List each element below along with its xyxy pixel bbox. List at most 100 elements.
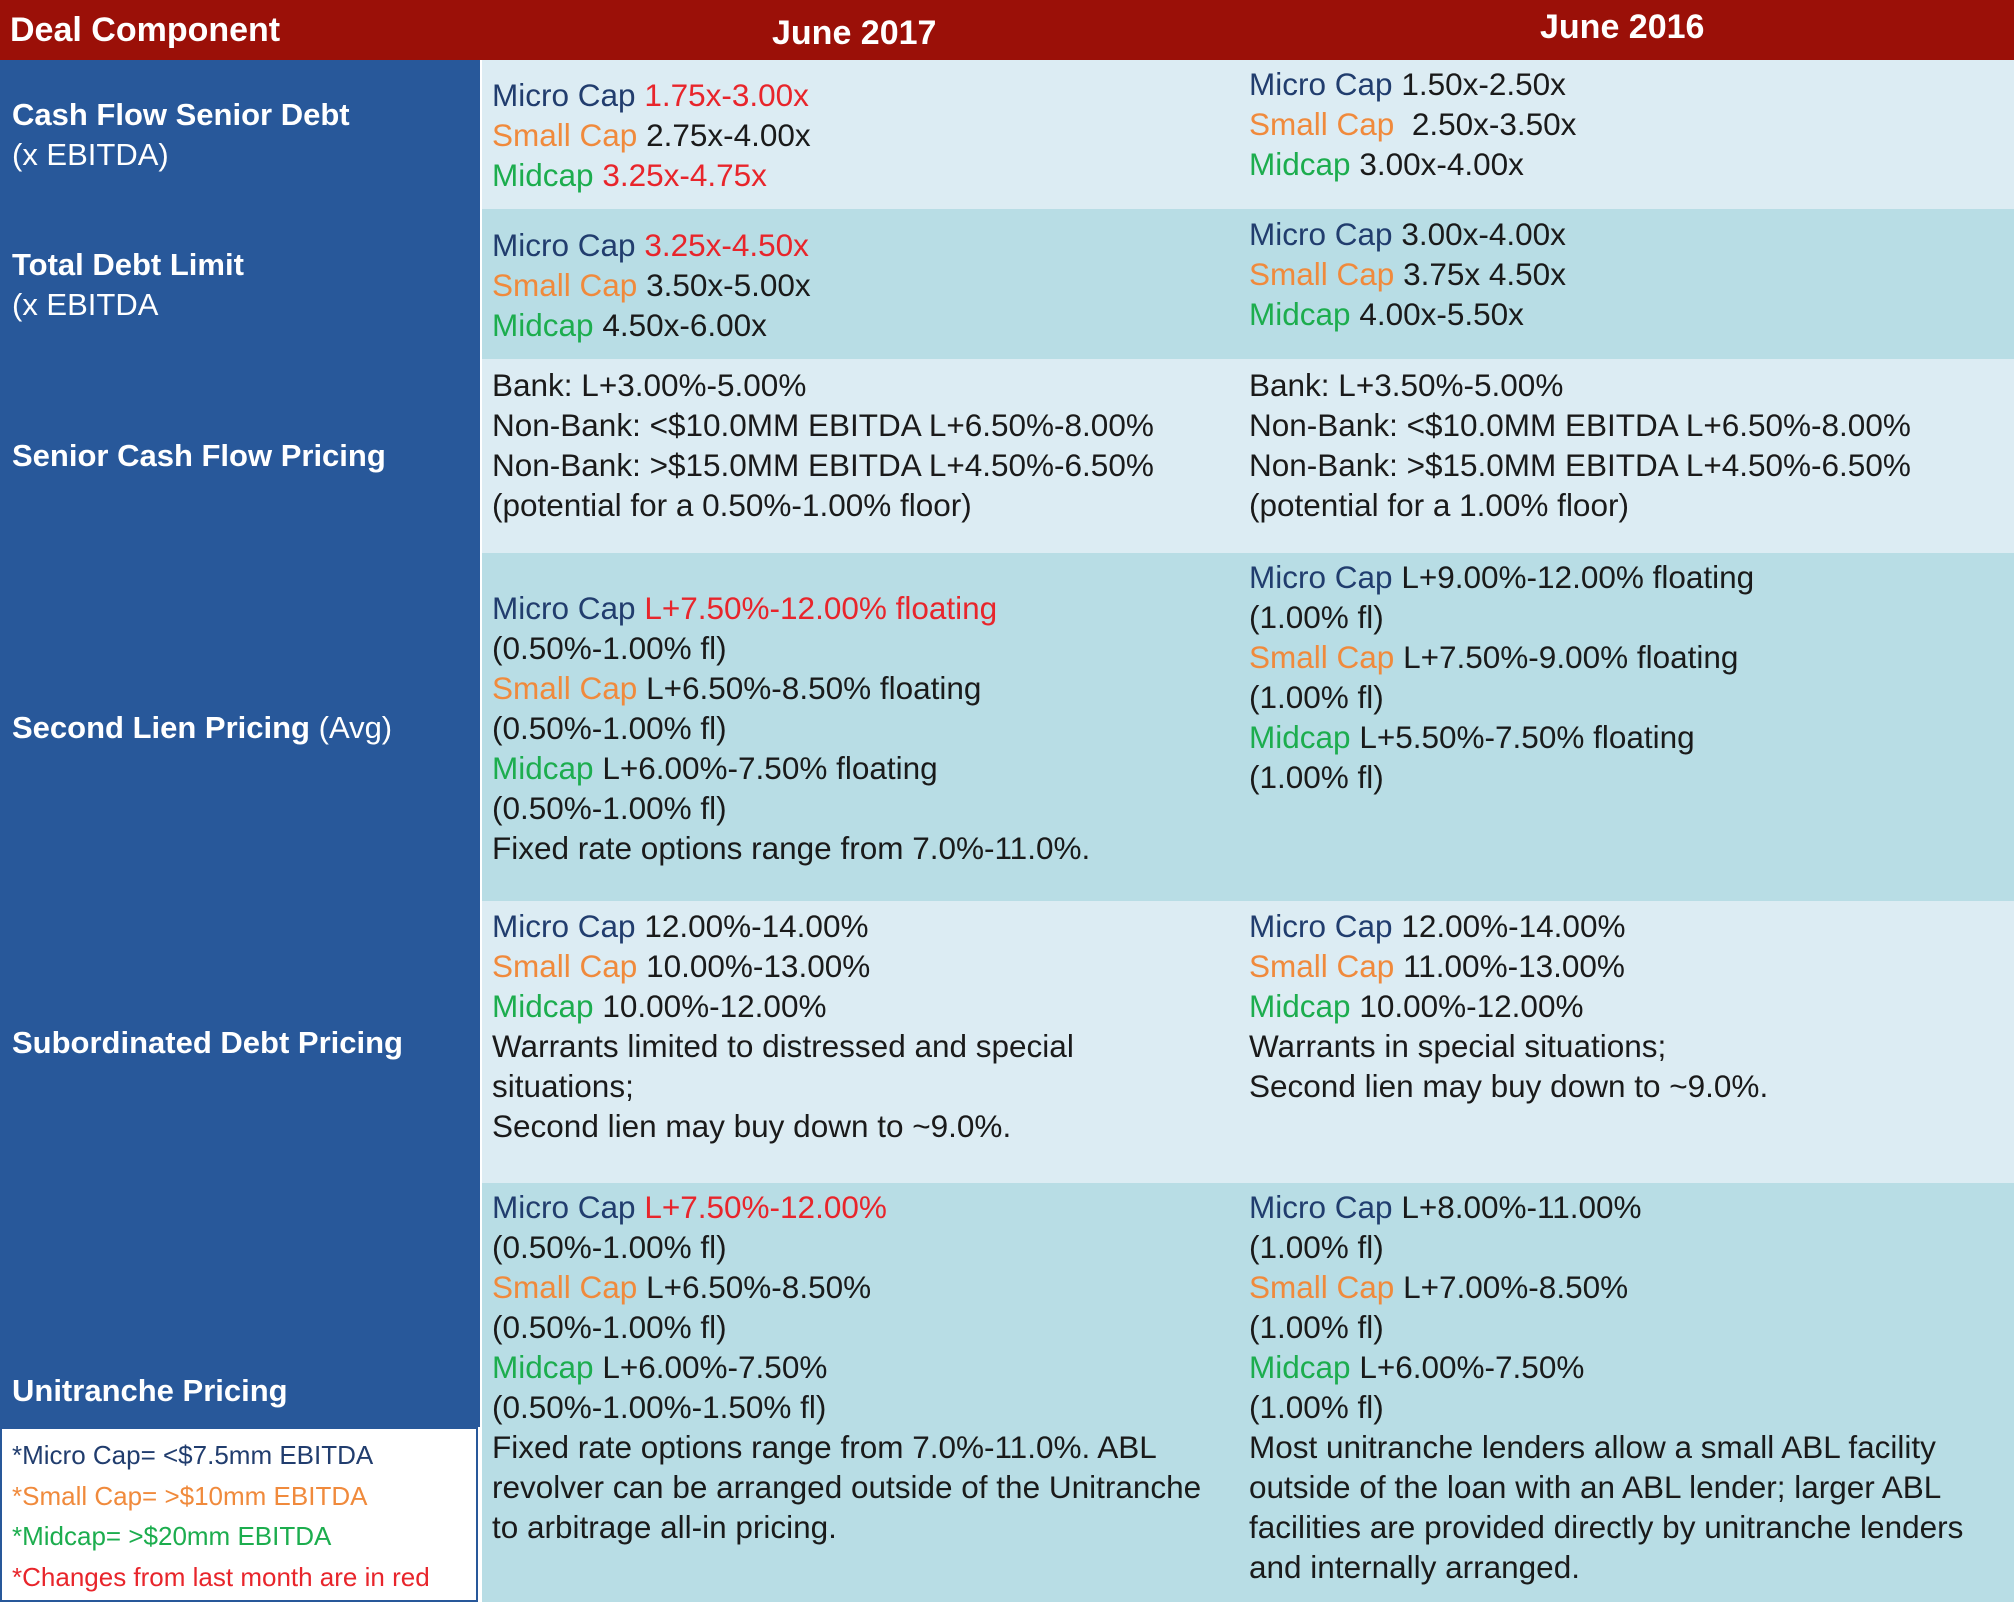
value-small: 3.50x-5.00x bbox=[646, 267, 811, 303]
tier-mid: Midcap bbox=[492, 1349, 594, 1385]
value-mid: L+5.50%-7.50% floating bbox=[1359, 719, 1695, 755]
label-second-lien-pricing-avg: (Avg) bbox=[318, 710, 393, 745]
value-small: 10.00%-13.00% bbox=[646, 948, 871, 984]
label-total-debt-limit-unit: (x EBITDA bbox=[12, 287, 159, 322]
note-abl-revolver: revolver can be arranged outside of the … bbox=[492, 1469, 1202, 1505]
line-non-bank-low: Non-Bank: <$10.0MM EBITDA L+6.50%-8.00% bbox=[492, 407, 1154, 443]
legend-micro-cap: *Micro Cap= <$7.5mm EBITDA bbox=[12, 1440, 374, 1470]
value-micro: 3.25x-4.50x bbox=[644, 227, 809, 263]
label-total-debt-limit-title: Total Debt Limit bbox=[12, 247, 244, 282]
value-mid: 10.00%-12.00% bbox=[602, 988, 827, 1024]
legend-changes-note: *Changes from last month are in red bbox=[12, 1561, 430, 1592]
value-mid: 4.50x-6.00x bbox=[602, 307, 767, 343]
tier-small: Small Cap bbox=[492, 670, 638, 706]
header-june-2016: June 2016 bbox=[1540, 8, 1705, 46]
value-mid: L+6.00%-7.50% bbox=[602, 1349, 828, 1385]
value-micro: 1.75x-3.00x bbox=[644, 77, 809, 113]
value-micro: 1.50x-2.50x bbox=[1401, 66, 1566, 102]
label-second-lien-pricing-title: Second Lien Pricing bbox=[12, 710, 310, 745]
value-micro: L+9.00%-12.00% floating bbox=[1401, 559, 1755, 595]
line-floor: (potential for a 0.50%-1.00% floor) bbox=[492, 487, 972, 523]
tier-micro: Micro Cap bbox=[1249, 559, 1393, 595]
line-non-bank-low: Non-Bank: <$10.0MM EBITDA L+6.50%-8.00% bbox=[1249, 407, 1911, 443]
deal-component-column bbox=[0, 60, 482, 1427]
cell-cash-flow-2016: Micro Cap 1.50x-2.50x Small Cap 2.50x-3.… bbox=[1249, 64, 1576, 184]
row-second-lien-pricing bbox=[482, 553, 2014, 901]
floor-micro: (1.00% fl) bbox=[1249, 599, 1384, 635]
value-mid: 4.00x-5.50x bbox=[1359, 296, 1524, 332]
tier-small: Small Cap bbox=[492, 948, 638, 984]
label-subordinated-debt-pricing-title: Subordinated Debt Pricing bbox=[12, 1025, 403, 1060]
note-warrants: Warrants in special situations; bbox=[1249, 1028, 1667, 1064]
value-small: L+7.50%-9.00% floating bbox=[1403, 639, 1739, 675]
tier-mid: Midcap bbox=[492, 750, 594, 786]
tier-small: Small Cap bbox=[1249, 1269, 1395, 1305]
tier-small: Small Cap bbox=[492, 267, 638, 303]
floor-small: (0.50%-1.00% fl) bbox=[492, 1309, 727, 1345]
tier-small: Small Cap bbox=[1249, 948, 1395, 984]
tier-mid: Midcap bbox=[1249, 296, 1351, 332]
note-warrants: Warrants limited to distressed and speci… bbox=[492, 1028, 1074, 1064]
label-senior-cash-flow-pricing: Senior Cash Flow Pricing bbox=[12, 436, 386, 476]
line-non-bank-high: Non-Bank: >$15.0MM EBITDA L+4.50%-6.50% bbox=[492, 447, 1154, 483]
table-header: Deal Component June 2017 June 2016 bbox=[0, 0, 2014, 61]
floor-small: (1.00% fl) bbox=[1249, 1309, 1384, 1345]
tier-micro: Micro Cap bbox=[1249, 908, 1393, 944]
cell-unitranche-2017: Micro Cap L+7.50%-12.00% (0.50%-1.00% fl… bbox=[492, 1187, 1201, 1547]
tier-mid: Midcap bbox=[1249, 1349, 1351, 1385]
value-small: 3.75x 4.50x bbox=[1403, 256, 1566, 292]
tier-micro: Micro Cap bbox=[492, 908, 636, 944]
line-bank: Bank: L+3.50%-5.00% bbox=[1249, 367, 1564, 403]
floor-micro: (0.50%-1.00% fl) bbox=[492, 1229, 727, 1265]
floor-mid: (1.00% fl) bbox=[1249, 759, 1384, 795]
tier-mid: Midcap bbox=[1249, 146, 1351, 182]
note-facilities: facilities are provided directly by unit… bbox=[1249, 1509, 1964, 1545]
line-bank: Bank: L+3.00%-5.00% bbox=[492, 367, 807, 403]
label-cash-flow-senior-debt-unit: (x EBITDA) bbox=[12, 137, 169, 172]
row-senior-cash-flow-pricing bbox=[482, 359, 2014, 553]
label-unitranche-pricing: Unitranche Pricing bbox=[12, 1371, 288, 1411]
tier-micro: Micro Cap bbox=[1249, 216, 1393, 252]
value-mid: 3.25x-4.75x bbox=[602, 157, 767, 193]
tier-mid: Midcap bbox=[1249, 719, 1351, 755]
tier-mid: Midcap bbox=[492, 157, 594, 193]
header-deal-component: Deal Component bbox=[10, 11, 281, 49]
cell-subordinated-2016: Micro Cap 12.00%-14.00% Small Cap 11.00%… bbox=[1249, 906, 1768, 1106]
value-mid: L+6.00%-7.50% bbox=[1359, 1349, 1585, 1385]
row-subordinated-debt-pricing bbox=[482, 901, 2014, 1183]
value-small: L+6.50%-8.50% floating bbox=[646, 670, 982, 706]
legend-midcap: *Midcap= >$20mm EBITDA bbox=[12, 1521, 332, 1551]
note-situations: situations; bbox=[492, 1068, 634, 1104]
floor-mid: (0.50%-1.00% fl) bbox=[492, 790, 727, 826]
tier-mid: Midcap bbox=[492, 988, 594, 1024]
tier-micro: Micro Cap bbox=[492, 590, 636, 626]
note-second-lien: Second lien may buy down to ~9.0%. bbox=[492, 1108, 1012, 1144]
label-cash-flow-senior-debt: Cash Flow Senior Debt (x EBITDA) bbox=[12, 95, 350, 175]
value-micro: 3.00x-4.00x bbox=[1401, 216, 1566, 252]
value-micro: 12.00%-14.00% bbox=[644, 908, 869, 944]
note-abl-lender: outside of the loan with an ABL lender; … bbox=[1249, 1469, 1942, 1505]
legend-small-cap: *Small Cap= >$10mm EBITDA bbox=[12, 1480, 368, 1511]
value-small: 2.50x-3.50x bbox=[1403, 106, 1577, 142]
row-cash-flow-senior-debt bbox=[482, 60, 2014, 209]
label-unitranche-pricing-title: Unitranche Pricing bbox=[12, 1373, 288, 1408]
value-micro: L+7.50%-12.00% bbox=[644, 1189, 887, 1225]
tier-small: Small Cap bbox=[1249, 639, 1395, 675]
value-mid: 10.00%-12.00% bbox=[1359, 988, 1584, 1024]
tier-small: Small Cap bbox=[492, 117, 638, 153]
value-small: L+7.00%-8.50% bbox=[1403, 1269, 1629, 1305]
value-small: 2.75x-4.00x bbox=[646, 117, 811, 153]
floor-small: (0.50%-1.00% fl) bbox=[492, 710, 727, 746]
cell-senior-pricing-2016: Bank: L+3.50%-5.00% Non-Bank: <$10.0MM E… bbox=[1249, 365, 1911, 525]
cell-cash-flow-2017: Micro Cap 1.75x-3.00x Small Cap 2.75x-4.… bbox=[492, 75, 811, 195]
value-micro: 12.00%-14.00% bbox=[1401, 908, 1626, 944]
floor-mid: (1.00% fl) bbox=[1249, 1389, 1384, 1425]
cell-second-lien-2017: Micro Cap L+7.50%-12.00% floating (0.50%… bbox=[492, 588, 1090, 868]
note-second-lien: Second lien may buy down to ~9.0%. bbox=[1249, 1068, 1769, 1104]
tier-micro: Micro Cap bbox=[1249, 66, 1393, 102]
value-small: 11.00%-13.00% bbox=[1403, 948, 1625, 984]
tier-small: Small Cap bbox=[492, 1269, 638, 1305]
cell-second-lien-2016: Micro Cap L+9.00%-12.00% floating (1.00%… bbox=[1249, 557, 1754, 797]
label-second-lien-pricing: Second Lien Pricing (Avg) bbox=[12, 708, 392, 748]
